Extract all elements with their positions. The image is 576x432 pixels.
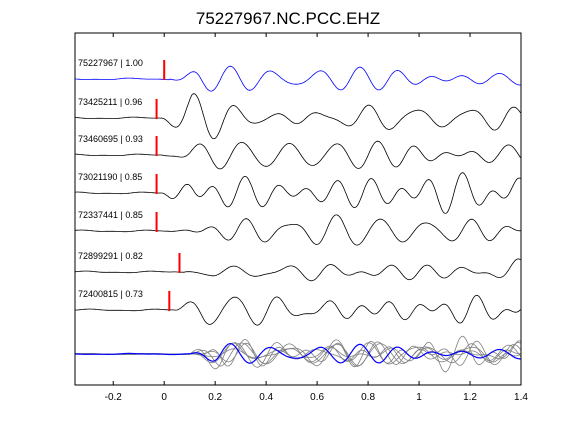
stacked-traces [74,335,521,373]
x-tick-label-1: 0 [161,392,167,403]
pick-markers [155,60,181,311]
x-tick-label-0: -0.2 [105,392,123,403]
trace-line-5 [74,258,521,282]
trace-line-4 [74,214,521,246]
chart-title: 75227967.NC.PCC.EHZ [196,9,380,28]
trace-labels: 75227967 | 1.00 73425211 | 0.96 73460695 |… [78,58,143,299]
trace-label-0: 75227967 | 1.00 [78,58,143,68]
x-tick-label-7: 1.2 [463,392,477,403]
x-tick-label-5: 0.8 [361,392,375,403]
trace-label-5: 72899291 | 0.82 [78,251,143,261]
stack-reference-line [74,342,521,364]
trace-label-3: 73021190 | 0.85 [78,172,142,182]
x-tick-label-3: 0.4 [259,392,273,403]
plot-frame [74,32,522,386]
traces-layer [74,65,521,326]
trace-label-2: 73460695 | 0.93 [78,134,143,144]
trace-line-3 [75,172,521,214]
trace-label-1: 73425211 | 0.96 [78,97,142,107]
x-tick-label-4: 0.6 [310,392,324,403]
x-axis: -0.2 0 0.2 0.4 0.6 0.8 1 1.2 1.4 [105,33,528,403]
x-tick-label-2: 0.2 [208,392,222,403]
trace-label-4: 72337441 | 0.85 [78,210,143,220]
trace-label-6: 72400815 | 0.73 [78,289,143,299]
x-tick-label-8: 1.4 [514,392,528,403]
trace-line-6 [74,294,521,326]
trace-line-1 [74,93,521,140]
trace-line-2 [75,140,521,170]
x-tick-label-6: 1 [416,392,422,403]
trace-line-0 [74,65,521,92]
